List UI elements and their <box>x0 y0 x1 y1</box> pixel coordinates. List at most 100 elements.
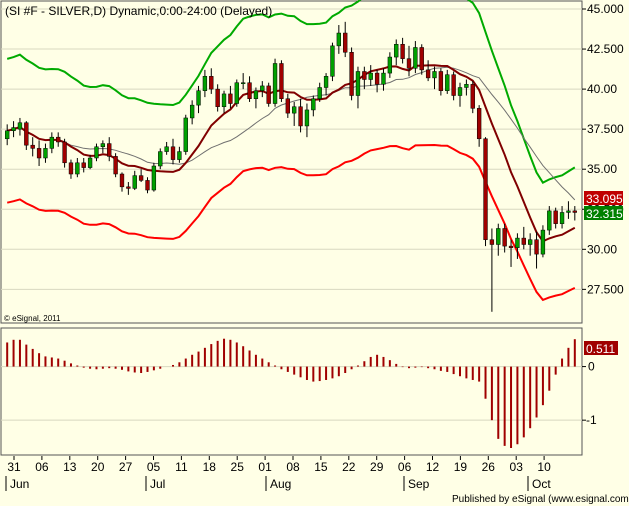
candle-body <box>164 146 169 152</box>
month-label: Oct <box>532 477 551 491</box>
x-tick-label: 08 <box>286 460 300 474</box>
x-tick-label: 06 <box>398 460 412 474</box>
price-tick-label: 42.500 <box>587 42 624 56</box>
candle-body <box>528 239 533 245</box>
price-tick-label: 35.00 <box>587 162 617 176</box>
indicator-value-box: 0.511 <box>584 341 618 356</box>
candle-body <box>457 87 463 96</box>
month-label: Jun <box>10 477 29 491</box>
candle-body <box>138 175 144 181</box>
x-axis-band <box>1 457 582 493</box>
svg-text:32.315: 32.315 <box>586 207 623 221</box>
candle-body <box>30 144 35 149</box>
x-tick-label: 31 <box>7 460 21 474</box>
candle-body <box>349 52 354 96</box>
candle-body <box>419 47 424 71</box>
month-label: Jul <box>150 477 165 491</box>
candle-body <box>107 143 112 157</box>
watermark: © eSignal, 2011 <box>4 314 61 323</box>
x-tick-label: 26 <box>482 460 496 474</box>
candle-body <box>209 76 214 90</box>
candle-body <box>464 84 469 88</box>
candle-body <box>502 228 507 247</box>
candle-body <box>362 71 367 80</box>
candle-body <box>253 90 259 99</box>
candle-body <box>202 76 208 91</box>
candle-body <box>476 108 482 140</box>
candle-body <box>381 72 386 85</box>
candle-body <box>279 63 284 99</box>
candle-body <box>559 212 565 224</box>
candle-body <box>432 71 437 79</box>
indicator-tick-label: 0 <box>588 360 595 374</box>
candle-body <box>36 148 42 159</box>
candle-body <box>330 45 335 77</box>
candle-body <box>5 130 10 140</box>
footer-text: Published by eSignal (www.esignal.com) <box>452 494 629 505</box>
x-tick-label: 18 <box>203 460 217 474</box>
candle-body <box>336 32 341 47</box>
slow-average-line <box>7 66 576 201</box>
x-axis: 31 06 13 20 27 05 11 18 25 01 08 15 22 29 06 12 19 26 03 10… <box>1 456 582 493</box>
candle-body <box>170 146 176 160</box>
candle-body <box>489 239 495 245</box>
candle-body <box>81 162 86 168</box>
candle-body <box>553 210 558 224</box>
candle-body <box>24 122 29 146</box>
x-tick-label: 27 <box>119 460 133 474</box>
x-tick-label: 05 <box>147 460 161 474</box>
svg-text:0.511: 0.511 <box>586 342 615 356</box>
x-tick-label: 10 <box>537 460 551 474</box>
candle-body <box>183 117 188 152</box>
candle-body <box>355 71 361 96</box>
candle-body <box>566 210 571 213</box>
chart-title: (SI #F - SILVER,D) Dynamic,0:00-24:00 (D… <box>5 4 272 18</box>
price-tick-label: 40.00 <box>587 82 617 96</box>
indicator-panel: -1 0 <box>0 327 597 456</box>
candle-body <box>343 32 348 53</box>
candle-body <box>285 98 290 114</box>
candle-body <box>215 88 220 107</box>
candle-body <box>400 44 405 59</box>
lower-band-line <box>6 143 576 302</box>
x-tick-label: 12 <box>426 460 440 474</box>
candle-body <box>438 71 444 91</box>
candle-body <box>241 82 246 84</box>
candle-body <box>572 210 577 213</box>
upper-band-line <box>6 0 576 185</box>
candle-body <box>387 56 393 74</box>
candle-body <box>311 98 316 111</box>
candle-body <box>451 74 456 96</box>
month-label: Aug <box>270 477 291 491</box>
candle-body <box>126 186 131 189</box>
candle-body <box>323 76 329 88</box>
candle-body <box>62 141 67 164</box>
candle-body <box>68 162 74 175</box>
candle-body <box>177 151 182 160</box>
candle-body <box>234 82 239 104</box>
candle-body <box>94 146 99 159</box>
candle-body <box>221 93 227 107</box>
candle-body <box>521 237 526 245</box>
x-tick-label: 03 <box>510 460 524 474</box>
candle-body <box>368 72 373 80</box>
candle-body <box>413 47 418 69</box>
candle-body <box>406 58 412 69</box>
candle-body <box>113 156 118 175</box>
x-tick-label: 22 <box>342 460 356 474</box>
candle-body <box>132 175 137 189</box>
candle-body <box>43 148 48 159</box>
price-tick-label: 27.500 <box>587 282 624 296</box>
x-tick-label: 15 <box>314 460 328 474</box>
price-tick-label: 45.000 <box>587 2 624 16</box>
ma-value-box: 33.095 <box>584 191 623 206</box>
candle-body <box>540 229 546 255</box>
candle-body <box>483 138 488 240</box>
svg-text:33.095: 33.095 <box>586 192 623 206</box>
indicator-tick-label: -1 <box>586 413 597 427</box>
x-tick-label: 19 <box>454 460 468 474</box>
x-tick-label: 11 <box>175 460 188 474</box>
candle-body <box>445 74 450 91</box>
x-tick-label: 01 <box>258 460 272 474</box>
